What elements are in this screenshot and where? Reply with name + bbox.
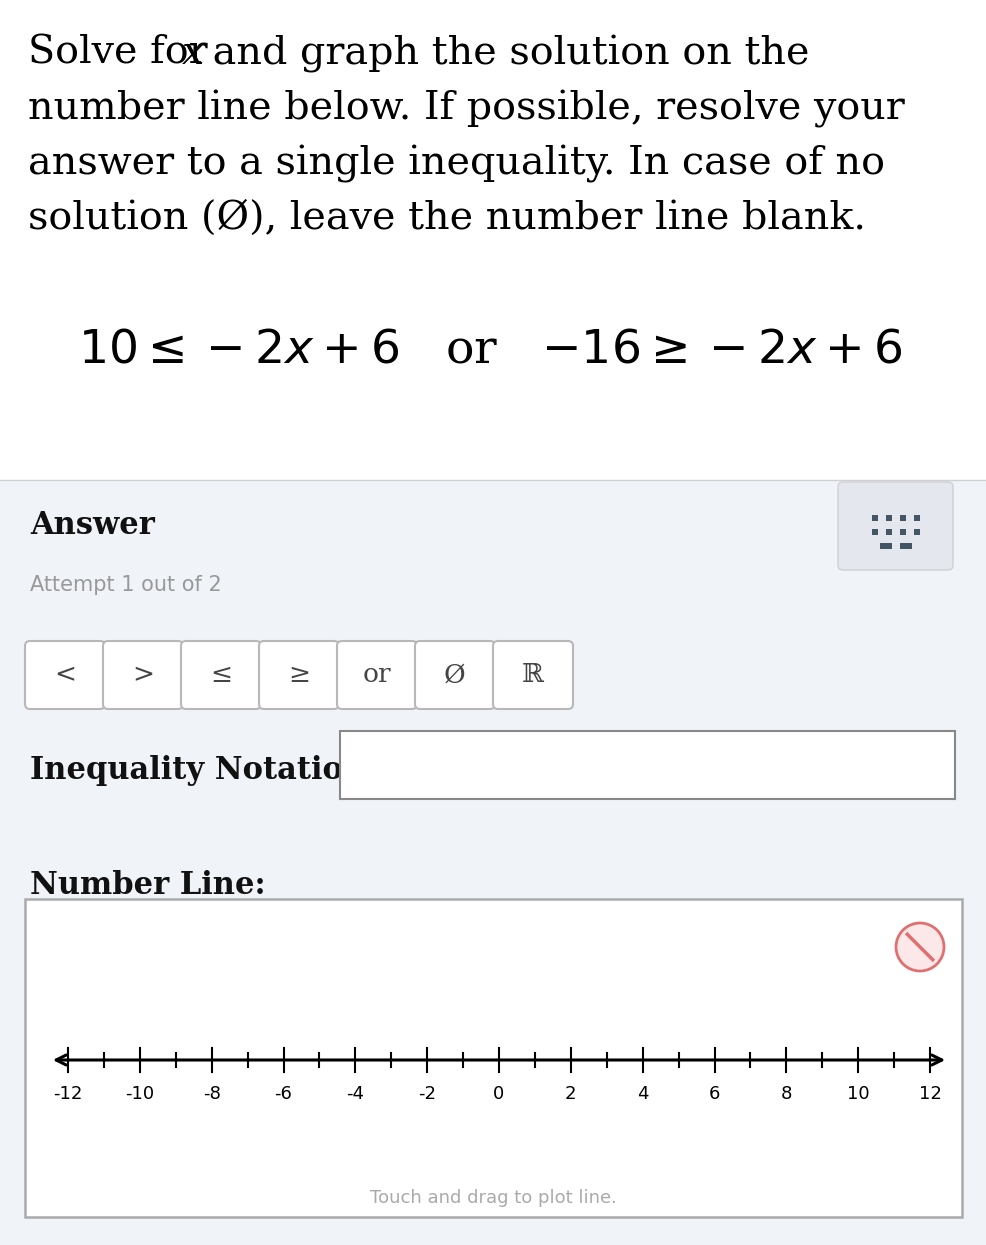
Text: 2: 2 [565,1084,576,1103]
Text: <: < [54,662,76,687]
Text: -6: -6 [274,1084,292,1103]
Text: Solve for: Solve for [28,35,220,72]
Text: and graph the solution on the: and graph the solution on the [200,35,809,73]
FancyBboxPatch shape [414,641,495,708]
Text: 12: 12 [918,1084,941,1103]
Bar [898,543,911,549]
Text: solution (Ø), leave the number line blank.: solution (Ø), leave the number line blan… [28,200,865,237]
Text: -4: -4 [346,1084,364,1103]
Text: ≥: ≥ [288,662,310,687]
Text: -8: -8 [202,1084,221,1103]
FancyBboxPatch shape [837,482,952,570]
FancyBboxPatch shape [0,481,986,1245]
Text: or: or [362,662,390,687]
Text: Attempt 1 out of 2: Attempt 1 out of 2 [30,575,222,595]
Bar [879,543,890,549]
Bar [871,515,877,520]
Text: $10 \leq -2x+6$   or   $-16 \geq -2x+6$: $10 \leq -2x+6$ or $-16 \geq -2x+6$ [78,327,901,372]
Text: ℝ: ℝ [522,662,543,687]
FancyBboxPatch shape [258,641,338,708]
Circle shape [895,923,943,971]
Bar [913,529,919,535]
Bar [884,515,890,520]
FancyBboxPatch shape [25,899,961,1218]
Text: >: > [132,662,154,687]
Text: Answer: Answer [30,510,155,542]
Text: -2: -2 [418,1084,436,1103]
Text: -10: -10 [125,1084,154,1103]
Text: answer to a single inequality. In case of no: answer to a single inequality. In case o… [28,144,884,183]
Bar [898,529,904,535]
FancyBboxPatch shape [180,641,260,708]
FancyBboxPatch shape [339,731,954,799]
Text: Touch and drag to plot line.: Touch and drag to plot line. [369,1189,616,1206]
FancyBboxPatch shape [336,641,416,708]
FancyBboxPatch shape [103,641,182,708]
FancyBboxPatch shape [0,0,986,481]
Text: 0: 0 [493,1084,504,1103]
Bar [898,515,904,520]
Text: 8: 8 [780,1084,791,1103]
FancyBboxPatch shape [492,641,573,708]
Text: -12: -12 [53,1084,83,1103]
FancyBboxPatch shape [25,641,105,708]
Bar [884,529,890,535]
Text: 4: 4 [636,1084,648,1103]
Bar [871,529,877,535]
Text: ≤: ≤ [210,662,232,687]
Text: x: x [181,35,204,72]
Text: Number Line:: Number Line: [30,870,265,901]
Text: Ø: Ø [444,662,465,687]
Text: 10: 10 [846,1084,869,1103]
Bar [913,515,919,520]
Text: Inequality Notation:: Inequality Notation: [30,754,376,786]
Text: 6: 6 [708,1084,720,1103]
Text: number line below. If possible, resolve your: number line below. If possible, resolve … [28,90,904,128]
